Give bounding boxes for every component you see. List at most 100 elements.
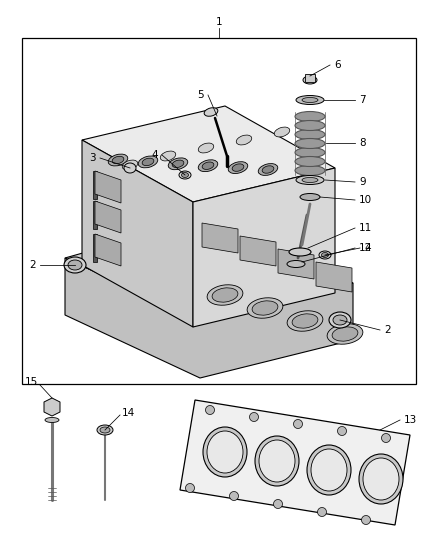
Text: 9: 9 xyxy=(359,177,366,187)
Ellipse shape xyxy=(204,108,218,116)
Ellipse shape xyxy=(207,431,243,473)
Ellipse shape xyxy=(205,406,215,415)
Ellipse shape xyxy=(300,193,320,200)
Polygon shape xyxy=(65,258,353,378)
Text: 5: 5 xyxy=(198,90,204,100)
Ellipse shape xyxy=(296,95,324,104)
Ellipse shape xyxy=(295,166,325,175)
Ellipse shape xyxy=(295,157,325,166)
Ellipse shape xyxy=(179,171,191,179)
Text: 7: 7 xyxy=(359,95,366,105)
Text: 2: 2 xyxy=(29,260,36,270)
Ellipse shape xyxy=(68,260,82,270)
Text: 8: 8 xyxy=(359,138,366,148)
Ellipse shape xyxy=(198,143,214,153)
Polygon shape xyxy=(193,168,335,327)
Polygon shape xyxy=(278,249,314,279)
Ellipse shape xyxy=(287,261,305,268)
Ellipse shape xyxy=(329,312,351,328)
Ellipse shape xyxy=(108,154,128,166)
Polygon shape xyxy=(65,220,353,320)
Text: 15: 15 xyxy=(25,377,38,387)
Ellipse shape xyxy=(327,324,363,344)
Polygon shape xyxy=(93,171,97,199)
Ellipse shape xyxy=(302,177,318,182)
Ellipse shape xyxy=(303,76,317,84)
Ellipse shape xyxy=(172,160,184,167)
Ellipse shape xyxy=(381,433,391,442)
Ellipse shape xyxy=(45,417,59,423)
Ellipse shape xyxy=(359,454,403,504)
Ellipse shape xyxy=(203,427,247,477)
Ellipse shape xyxy=(97,425,113,435)
Ellipse shape xyxy=(138,156,158,168)
Polygon shape xyxy=(93,201,97,229)
Ellipse shape xyxy=(258,164,278,175)
Ellipse shape xyxy=(296,175,324,184)
Bar xyxy=(305,74,315,82)
Ellipse shape xyxy=(319,251,331,259)
Ellipse shape xyxy=(332,327,358,341)
Ellipse shape xyxy=(338,426,346,435)
Ellipse shape xyxy=(212,288,238,302)
Ellipse shape xyxy=(295,148,325,157)
Text: 4: 4 xyxy=(152,150,158,160)
Text: 11: 11 xyxy=(359,223,372,233)
Ellipse shape xyxy=(262,166,274,173)
Ellipse shape xyxy=(295,130,325,140)
Text: 10: 10 xyxy=(359,195,372,205)
Ellipse shape xyxy=(363,458,399,500)
Ellipse shape xyxy=(333,315,347,325)
Text: 3: 3 xyxy=(89,153,96,163)
Ellipse shape xyxy=(274,127,290,137)
Ellipse shape xyxy=(302,98,318,102)
Polygon shape xyxy=(82,106,335,202)
Ellipse shape xyxy=(160,151,176,161)
Ellipse shape xyxy=(273,499,283,508)
Polygon shape xyxy=(240,236,276,266)
Ellipse shape xyxy=(228,161,248,174)
Ellipse shape xyxy=(142,158,154,166)
Ellipse shape xyxy=(207,285,243,305)
Text: 12: 12 xyxy=(359,243,372,253)
Ellipse shape xyxy=(64,257,86,273)
Ellipse shape xyxy=(287,311,323,331)
Ellipse shape xyxy=(321,253,328,257)
Ellipse shape xyxy=(232,164,244,171)
Text: 6: 6 xyxy=(334,60,341,70)
Ellipse shape xyxy=(198,160,218,172)
Ellipse shape xyxy=(259,440,295,482)
Text: 4: 4 xyxy=(364,243,371,253)
Ellipse shape xyxy=(100,427,110,433)
Ellipse shape xyxy=(202,162,214,169)
Ellipse shape xyxy=(318,507,326,516)
Ellipse shape xyxy=(250,413,258,422)
Ellipse shape xyxy=(289,248,311,256)
Ellipse shape xyxy=(112,156,124,164)
Ellipse shape xyxy=(295,120,325,131)
Text: 13: 13 xyxy=(404,415,417,425)
Polygon shape xyxy=(93,234,97,262)
Ellipse shape xyxy=(181,173,188,177)
Polygon shape xyxy=(316,262,352,292)
Bar xyxy=(22,38,416,384)
Ellipse shape xyxy=(295,139,325,149)
Polygon shape xyxy=(44,398,60,416)
Ellipse shape xyxy=(293,419,303,429)
Polygon shape xyxy=(95,171,121,203)
Ellipse shape xyxy=(168,158,188,169)
Ellipse shape xyxy=(307,445,351,495)
Ellipse shape xyxy=(247,298,283,318)
Ellipse shape xyxy=(255,436,299,486)
Polygon shape xyxy=(180,400,410,525)
Ellipse shape xyxy=(124,163,136,173)
Text: 1: 1 xyxy=(215,17,223,27)
Ellipse shape xyxy=(292,314,318,328)
Ellipse shape xyxy=(236,135,252,145)
Ellipse shape xyxy=(295,111,325,122)
Text: 2: 2 xyxy=(384,325,391,335)
Polygon shape xyxy=(95,234,121,266)
Polygon shape xyxy=(202,223,238,253)
Ellipse shape xyxy=(311,449,347,491)
Ellipse shape xyxy=(122,160,138,170)
